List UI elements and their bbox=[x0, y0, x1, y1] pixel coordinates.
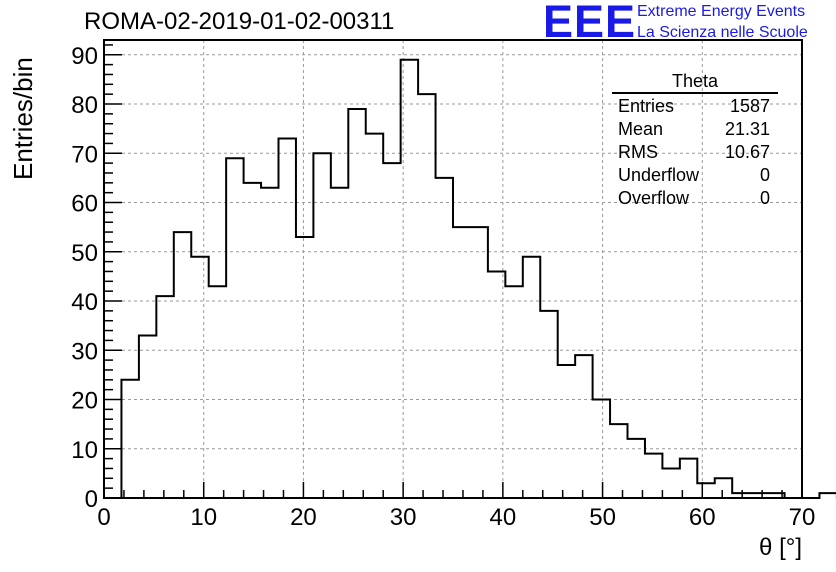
histogram-line bbox=[104, 58, 836, 499]
y-tick-label: 50 bbox=[71, 240, 98, 267]
logo-subtitle-1: Extreme Energy Events bbox=[637, 3, 806, 20]
stats-row-overflow: Overflow 0 bbox=[612, 187, 778, 210]
x-tick-label: 30 bbox=[390, 504, 417, 531]
stats-row-mean: Mean 21.31 bbox=[612, 118, 778, 141]
stats-row-rms: RMS 10.67 bbox=[612, 141, 778, 164]
stats-label: RMS bbox=[618, 142, 658, 162]
stats-label: Mean bbox=[618, 119, 664, 139]
eee-logo: EEE bbox=[543, 0, 637, 47]
stats-label: Overflow bbox=[618, 188, 690, 208]
y-tick-label: 0 bbox=[85, 486, 98, 513]
x-tick-label: 60 bbox=[689, 504, 716, 531]
stats-value: 1587 bbox=[729, 96, 770, 116]
x-tick-label: 50 bbox=[589, 504, 616, 531]
y-tick-label: 40 bbox=[71, 289, 98, 316]
x-axis-label: θ [°] bbox=[759, 534, 802, 561]
y-tick-label: 70 bbox=[71, 141, 98, 168]
chart-title: ROMA-02-2019-01-02-00311 bbox=[84, 8, 395, 35]
stats-value: 0 bbox=[759, 165, 770, 185]
y-axis-label: Entries/bin bbox=[8, 57, 38, 180]
x-tick-label: 70 bbox=[789, 504, 816, 531]
stats-label: Entries bbox=[618, 96, 675, 116]
y-tick-label: 10 bbox=[71, 437, 98, 464]
y-tick-label: 30 bbox=[71, 338, 98, 365]
y-tick-label: 20 bbox=[71, 388, 98, 415]
stats-value: 0 bbox=[759, 188, 770, 208]
y-tick-label: 90 bbox=[71, 43, 98, 70]
plot-frame bbox=[103, 39, 803, 499]
stats-row-entries: Entries 1587 bbox=[612, 95, 778, 118]
stats-box: Theta Entries 1587 Mean 21.31 RMS 10.67 Und… bbox=[612, 70, 778, 210]
stats-label: Underflow bbox=[618, 165, 700, 185]
stats-title: Theta bbox=[612, 70, 778, 94]
tick-labels: 0 10 20 30 40 50 60 70 0 10 20 30 40 50 60 70 80 90 bbox=[71, 43, 815, 531]
x-tick-label: 40 bbox=[490, 504, 517, 531]
grid-lines bbox=[104, 40, 802, 498]
y-tick-label: 60 bbox=[71, 191, 98, 218]
y-tick-label: 80 bbox=[71, 92, 98, 119]
x-tick-label: 10 bbox=[190, 504, 217, 531]
logo-subtitle-2: La Scienza nelle Scuole bbox=[637, 24, 808, 41]
x-tick-label: 20 bbox=[290, 504, 317, 531]
stats-row-underflow: Underflow 0 bbox=[612, 164, 778, 187]
axis-ticks bbox=[103, 44, 803, 499]
stats-value: 21.31 bbox=[724, 119, 770, 139]
x-tick-label: 0 bbox=[97, 504, 110, 531]
stats-value: 10.67 bbox=[724, 142, 770, 162]
